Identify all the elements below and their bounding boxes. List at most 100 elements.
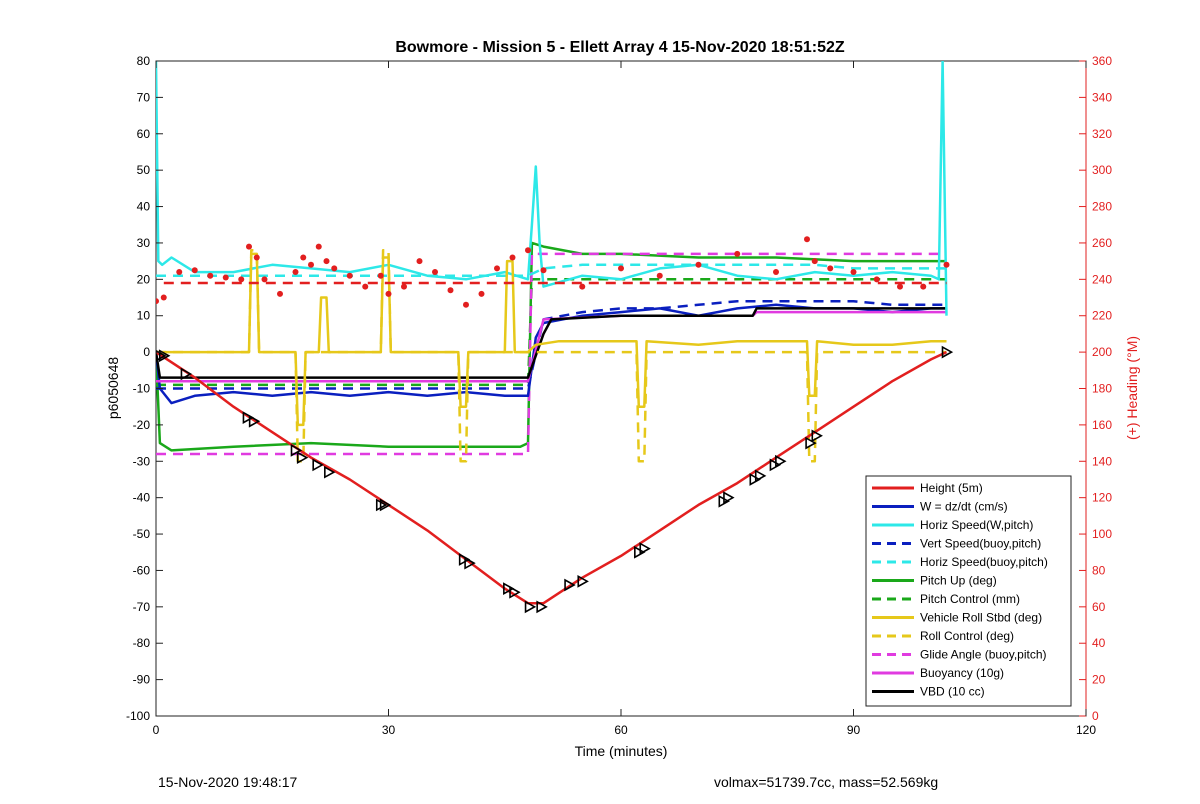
series-horiz-speed-w-pitch	[156, 61, 948, 316]
legend-entry: W = dz/dt (cm/s)	[872, 500, 1008, 514]
dive-marker	[749, 473, 761, 486]
dive-marker	[242, 411, 255, 424]
dive-marker	[775, 454, 787, 468]
legend-label: Buoyancy (10g)	[920, 666, 1004, 680]
heading-point	[191, 267, 198, 274]
heading-point	[261, 276, 268, 283]
heading-point	[447, 287, 454, 294]
heading-point	[509, 254, 516, 261]
legend-entry: Roll Control (deg)	[872, 629, 1014, 643]
legend-entry: Pitch Up (deg)	[872, 574, 997, 588]
heading-point	[222, 274, 229, 281]
heading-point	[156, 298, 159, 305]
legend-label: Horiz Speed(W,pitch)	[920, 518, 1033, 532]
x-axis-label: Time (minutes)	[575, 743, 668, 759]
legend-entry: Height (5m)	[872, 481, 983, 495]
dive-marker	[312, 458, 324, 472]
y2-tick-label: 140	[1092, 454, 1112, 468]
heading-point	[160, 294, 167, 301]
legend-entry: Vert Speed(buoy,pitch)	[872, 537, 1041, 551]
y-tick-label: -20	[133, 418, 151, 432]
chart-title: Bowmore - Mission 5 - Ellett Array 4 15-…	[395, 39, 845, 56]
heading-point	[416, 258, 423, 265]
y-tick-label: 50	[137, 163, 151, 177]
heading-point	[308, 261, 314, 268]
series-layer	[156, 61, 954, 614]
y-tick-label: -50	[133, 527, 151, 541]
heading-point	[315, 243, 322, 250]
heading-point	[362, 283, 369, 290]
heading-point	[207, 272, 214, 279]
y-tick-label: 70	[137, 90, 151, 104]
y-tick-label: 10	[137, 309, 151, 323]
legend-label: W = dz/dt (cm/s)	[920, 500, 1008, 514]
y-tick-label: -40	[133, 491, 151, 505]
heading-point	[385, 290, 392, 297]
dive-marker	[464, 556, 476, 570]
y2-tick-label: 360	[1092, 54, 1112, 68]
heading-point	[238, 276, 245, 283]
y-axis-label: p6050648	[105, 357, 121, 420]
dive-marker	[941, 345, 954, 359]
y2-tick-label: 260	[1092, 236, 1112, 250]
y2-tick-label: 40	[1092, 636, 1106, 650]
legend-entry: Buoyancy (10g)	[872, 666, 1004, 680]
heading-point	[656, 272, 663, 279]
legend-label: VBD (10 cc)	[920, 685, 985, 699]
x-tick-label: 120	[1076, 723, 1096, 737]
dive-marker	[180, 367, 193, 381]
heading-point	[920, 283, 927, 290]
y-tick-label: -100	[126, 709, 150, 723]
series-roll-control-deg	[156, 248, 947, 463]
dive-marker	[769, 458, 782, 472]
dive-marker	[158, 349, 171, 363]
heading-point	[478, 290, 485, 297]
heading-point	[331, 265, 338, 272]
heading-point	[804, 236, 810, 243]
dive-marker	[524, 600, 537, 614]
dive-marker	[248, 414, 261, 428]
dive-marker	[503, 582, 515, 595]
heading-point	[540, 267, 547, 274]
legend: Height (5m) W = dz/dt (cm/s) Horiz Speed(W…	[865, 475, 1072, 707]
heading-point	[811, 258, 818, 265]
footer-timestamp: 15-Nov-2020 19:48:17	[158, 774, 298, 790]
heading-point	[253, 254, 260, 261]
y-tick-label: 40	[137, 200, 151, 214]
legend-label: Vehicle Roll Stbd (deg)	[920, 611, 1042, 625]
axes-layer: -100-90-80-70-60-50-40-30-20-10010203040…	[126, 54, 1112, 737]
x-tick-label: 0	[153, 723, 160, 737]
dive-marker	[509, 585, 521, 599]
heading-point	[323, 258, 330, 265]
y2-tick-label: 0	[1092, 709, 1099, 723]
y-tick-label: 30	[137, 236, 151, 250]
y-tick-label: -60	[133, 563, 151, 577]
footer-info: volmax=51739.7cc, mass=52.569kg	[714, 774, 939, 790]
heading-point	[618, 265, 624, 272]
y-tick-label: 0	[143, 345, 150, 359]
y-tick-label: -80	[133, 636, 151, 650]
legend-entry: Horiz Speed(buoy,pitch)	[872, 555, 1048, 569]
y-tick-label: -90	[133, 673, 151, 687]
series-horiz-speed-buoy-pitch	[156, 263, 947, 277]
dive-marker	[296, 451, 309, 464]
legend-entry: VBD (10 cc)	[872, 685, 985, 699]
legend-label: Horiz Speed(buoy,pitch)	[920, 555, 1048, 569]
heading-point	[827, 265, 834, 272]
legend-entry: Pitch Control (mm)	[872, 592, 1020, 606]
y2-tick-label: 80	[1092, 563, 1106, 577]
heading-point	[897, 283, 903, 290]
y2-tick-label: 240	[1092, 272, 1112, 286]
legend-label: Roll Control (deg)	[920, 629, 1014, 643]
heading-point	[494, 265, 500, 272]
y-tick-label: -30	[133, 454, 151, 468]
series-heading	[156, 236, 950, 308]
heading-point	[292, 269, 299, 276]
heading-point	[773, 269, 779, 276]
heading-point	[176, 269, 183, 276]
legend-label: Height (5m)	[920, 481, 983, 495]
dive-marker	[811, 429, 823, 443]
y2-tick-label: 100	[1092, 527, 1112, 541]
legend-box	[865, 475, 1072, 707]
